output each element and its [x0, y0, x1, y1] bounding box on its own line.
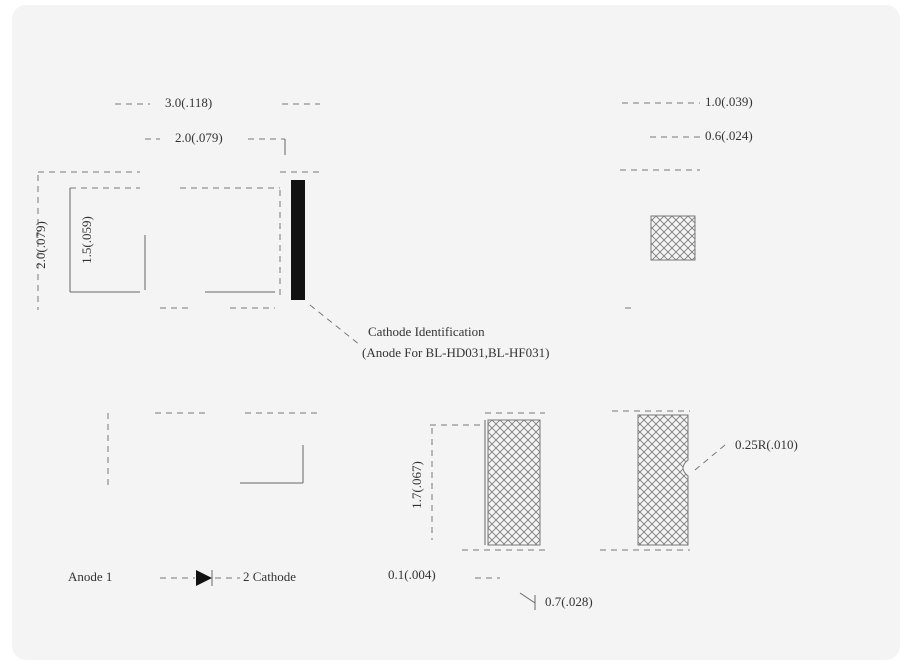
- polarity: Anode 1 2 Cathode: [68, 569, 296, 586]
- lens: [650, 215, 696, 261]
- dim-label: 3.0(.118): [165, 95, 212, 110]
- top-view: 3.0(.118) 2.0(.079) 2.0(.079) 1.5(.059) …: [33, 95, 549, 360]
- note: (Anode For BL-HD031,BL-HF031): [362, 345, 549, 360]
- dim-label: 0.6(.024): [705, 128, 753, 143]
- dim-label: 0.1(.004): [388, 567, 436, 582]
- drawing-line: [519, 592, 536, 604]
- dim-label: 0.25R(.010): [735, 437, 798, 452]
- dim-label: 1.5(.059): [79, 216, 94, 264]
- pad-layout: 1.7(.067) 0.1(.004) 0.7(.028) 0.25R(.010…: [388, 410, 798, 610]
- dim-label: 0.7(.028): [545, 594, 593, 609]
- note: Cathode Identification: [368, 324, 485, 339]
- pad: [487, 419, 541, 546]
- bottom-view: [107, 412, 320, 485]
- cathode-mark: [291, 180, 305, 300]
- dim-label: 2.0(.079): [33, 221, 48, 269]
- side-view: 1.0(.039) 0.6(.024): [620, 94, 753, 309]
- label: Anode 1: [68, 569, 112, 584]
- pad: [637, 414, 689, 546]
- dim-label: 1.7(.067): [409, 461, 424, 509]
- dim-label: 1.0(.039): [705, 94, 753, 109]
- diode-symbol: [196, 570, 212, 586]
- dim-label: 2.0(.079): [175, 130, 223, 145]
- label: 2 Cathode: [243, 569, 296, 584]
